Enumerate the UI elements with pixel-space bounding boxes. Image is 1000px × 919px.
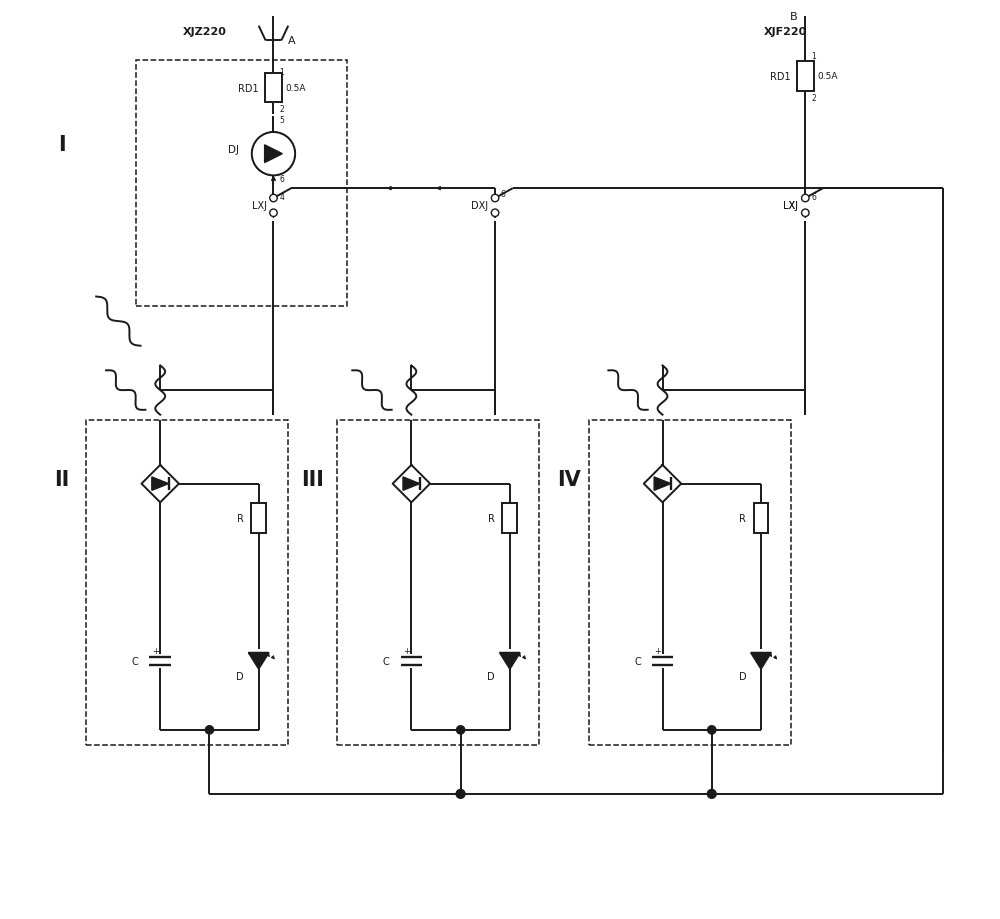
Circle shape [270,195,277,202]
Text: 2: 2 [279,105,284,114]
Polygon shape [403,477,420,491]
Bar [251,504,266,533]
Text: XJF220: XJF220 [764,27,807,37]
Text: 1: 1 [811,51,816,61]
Bar [754,504,768,533]
Text: D: D [739,671,746,681]
Bar [502,504,517,533]
Text: 1: 1 [279,68,284,77]
Text: R: R [488,514,495,524]
Text: 6: 6 [811,192,816,201]
Text: IV: IV [557,470,581,489]
Text: B: B [790,12,797,22]
Text: 6: 6 [501,189,506,199]
Text: 0.5A: 0.5A [285,85,306,93]
Text: III: III [301,470,324,489]
Polygon shape [152,477,169,491]
Bar [136,61,347,307]
Polygon shape [751,652,771,669]
Text: A: A [288,37,296,46]
Circle shape [707,789,716,799]
Bar [337,420,539,744]
Text: +: + [152,646,159,655]
Text: R: R [739,514,746,524]
Circle shape [708,726,716,734]
Text: 2: 2 [811,94,816,103]
Bar [797,62,814,92]
Polygon shape [654,477,671,491]
Bar [265,74,282,103]
Circle shape [205,726,214,734]
Text: DJ: DJ [228,144,239,154]
Circle shape [802,195,809,202]
Circle shape [456,789,465,799]
Text: 5: 5 [279,116,284,125]
Bar [86,420,288,744]
Text: LXJ: LXJ [252,200,267,210]
Text: XJZ220: XJZ220 [183,27,226,37]
Circle shape [456,726,465,734]
Text: RD1: RD1 [238,84,259,94]
Circle shape [491,195,499,202]
Text: I: I [58,135,66,154]
Circle shape [252,133,295,176]
Text: R: R [237,514,244,524]
Text: +: + [403,646,410,655]
Text: LXJ: LXJ [783,200,798,210]
Text: D: D [487,671,495,681]
Bar [589,420,791,744]
Text: C: C [634,656,641,666]
Text: 0.5A: 0.5A [817,73,838,81]
Text: D: D [236,671,244,681]
Polygon shape [500,652,520,669]
Polygon shape [248,652,269,669]
Text: 4: 4 [279,192,284,201]
Polygon shape [265,145,282,164]
Text: C: C [132,656,139,666]
Circle shape [802,210,809,217]
Text: 6: 6 [279,175,284,184]
Text: C: C [383,656,390,666]
Circle shape [491,210,499,217]
Circle shape [270,210,277,217]
Text: RD1: RD1 [770,72,791,82]
Text: DXJ: DXJ [471,200,488,210]
Text: II: II [54,470,69,489]
Circle shape [252,133,295,176]
Text: +: + [654,646,661,655]
Text: LXJ: LXJ [783,200,798,210]
